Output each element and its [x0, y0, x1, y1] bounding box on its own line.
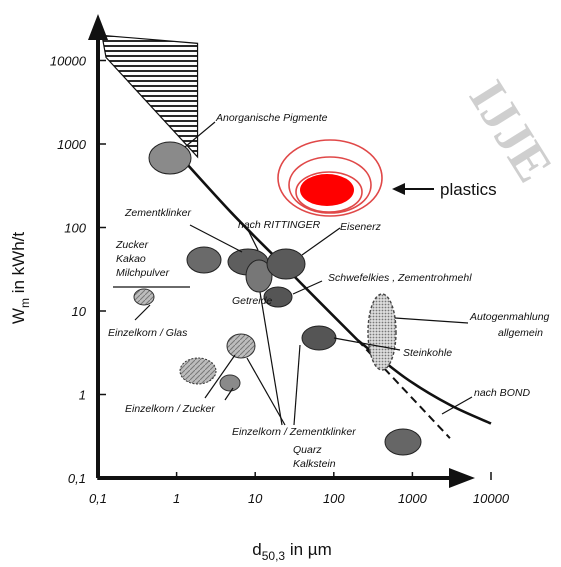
label-zucker: Zucker	[115, 239, 149, 251]
plastics-arrow-head	[392, 183, 405, 195]
label-kalkstein: Kalkstein	[293, 458, 336, 470]
x-tick-label: 1	[173, 491, 180, 506]
y-axis-arrow	[88, 14, 108, 40]
x-axis-arrow	[449, 468, 475, 488]
label-quarz: Quarz	[293, 444, 322, 456]
hatched-band	[101, 34, 199, 159]
label-kakao: Kakao	[116, 253, 146, 265]
y-tick-label: 1000	[57, 137, 87, 152]
marker-zucker-kakao	[186, 246, 222, 274]
marker-einzelkorn-glas	[133, 288, 155, 306]
label-eisenerz: Eisenerz	[340, 221, 382, 233]
marker-schwefelkies	[263, 286, 293, 308]
label-einzelkorn-zucker: Einzelkorn / Zucker	[125, 403, 215, 415]
plastics-ring-middle	[288, 156, 372, 214]
annotations: Anorganische Pigmente nach RITTINGER Zem…	[108, 112, 550, 470]
y-axis-title: Wm in kWh/t	[9, 232, 32, 324]
marker-einzelkorn-zementklinker	[226, 333, 256, 359]
x-tick-label: 10	[248, 491, 263, 506]
label-steinkohle: Steinkohle	[403, 347, 452, 359]
watermark-logo: IJJE	[458, 71, 561, 192]
label-schwefelkies: Schwefelkies , Zementrohmehl	[328, 272, 472, 284]
label-einzelkorn-zementklinker: Einzelkorn / Zementklinker	[232, 426, 356, 438]
plastics-ring-inner	[295, 171, 363, 213]
plastics-marker	[277, 139, 383, 217]
leader-lines	[113, 121, 473, 426]
y-tick-label: 1	[79, 388, 86, 403]
dashed-branch	[356, 339, 451, 439]
x-ticks: 0,1 1 10 100 1000 10000	[89, 472, 510, 506]
label-rittinger: nach RITTINGER	[238, 219, 321, 231]
x-tick-label: 1000	[398, 491, 428, 506]
marker-eisenerz	[266, 248, 306, 280]
label-allgemein: allgemein	[498, 327, 543, 339]
plastics-ring-outer	[277, 139, 383, 217]
y-ticks: 0,1 1 10 100 1000 10000	[50, 54, 106, 486]
svg-text:IJJE: IJJE	[458, 71, 561, 192]
x-tick-label: 100	[323, 491, 345, 506]
label-pigmente: Anorganische Pigmente	[215, 112, 328, 124]
x-axis-title: d50,3 in µm	[252, 540, 331, 563]
plastics-core	[300, 174, 354, 206]
x-tick-label: 10000	[473, 491, 510, 506]
label-bond: nach BOND	[474, 387, 530, 399]
y-tick-label: 10000	[50, 54, 87, 69]
label-milchpulver: Milchpulver	[116, 267, 170, 279]
label-einzelkorn-glas: Einzelkorn / Glas	[108, 327, 188, 339]
label-autogenmahlung: Autogenmahlung	[469, 311, 550, 323]
plastics-label: plastics	[440, 180, 497, 199]
y-tick-label: 10	[72, 304, 87, 319]
material-markers	[133, 141, 422, 456]
label-zementklinker: Zementklinker	[124, 207, 191, 219]
marker-einzelkorn-zucker	[179, 357, 217, 385]
marker-einzelkorn-zucker-small	[219, 374, 241, 392]
x-tick-label: 0,1	[89, 491, 107, 506]
y-tick-label: 0,1	[68, 471, 86, 486]
marker-autogenmahlung	[367, 293, 397, 371]
marker-pigmente	[148, 141, 192, 175]
marker-kalkstein	[384, 428, 422, 456]
marker-getreide	[245, 259, 273, 293]
label-getreide: Getreide	[232, 295, 272, 307]
marker-quarz	[301, 325, 337, 351]
y-tick-label: 100	[64, 221, 86, 236]
